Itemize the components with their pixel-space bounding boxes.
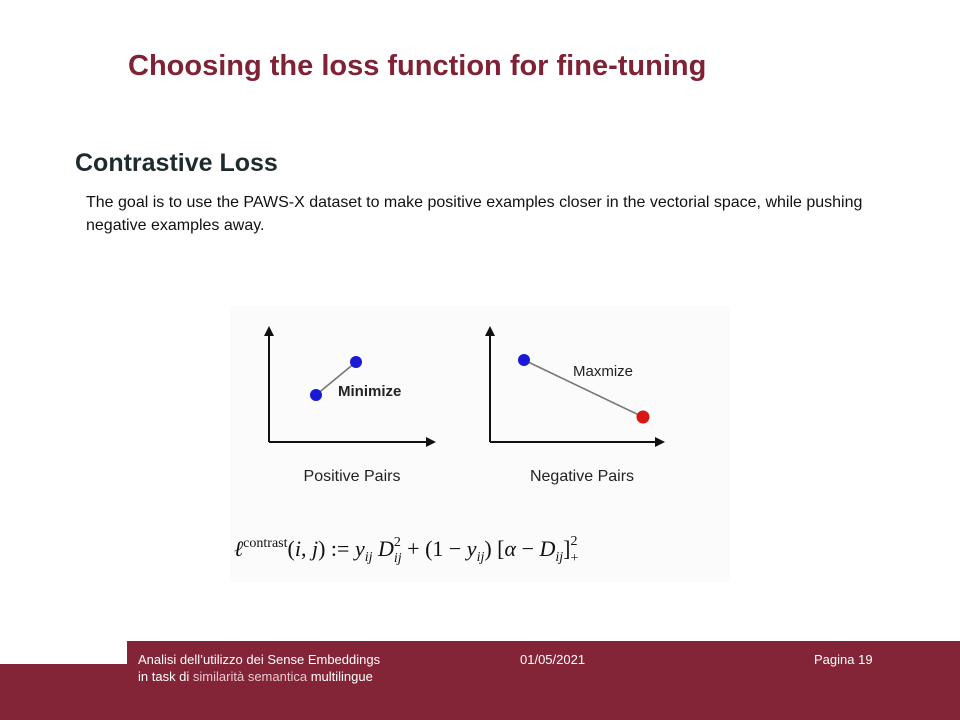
positive-pairs-panel: Minimize Positive Pairs bbox=[264, 326, 436, 485]
footer-bar bbox=[127, 641, 960, 720]
negative-pairs-panel: Maxmize Negative Pairs bbox=[485, 326, 665, 485]
maximize-annotation: Maxmize bbox=[573, 363, 633, 380]
section-heading: Contrastive Loss bbox=[75, 149, 278, 177]
minimize-annotation: Minimize bbox=[338, 383, 401, 400]
positive-pair-link bbox=[315, 361, 357, 396]
body-paragraph: The goal is to use the PAWS-X dataset to… bbox=[86, 194, 863, 234]
negative-point-b bbox=[636, 410, 650, 424]
positive-point-a bbox=[310, 389, 322, 401]
footer-course-info: Analisi dell’utilizzo dei Sense Embeddin… bbox=[138, 651, 380, 685]
positive-pairs-label: Positive Pairs bbox=[304, 468, 401, 485]
contrastive-loss-figure: Minimize Positive Pairs Maxmize Negative… bbox=[230, 306, 730, 582]
figure-svg: Minimize Positive Pairs Maxmize Negative… bbox=[234, 326, 665, 566]
negative-pairs-label: Negative Pairs bbox=[530, 468, 634, 485]
contrastive-loss-formula: ℓcontrast(i, j) := yij D2 ij + (1 − yij) … bbox=[234, 534, 578, 566]
footer-line-2: in task di similarità semantica multilin… bbox=[138, 669, 373, 684]
footer-page-number: Pagina 19 bbox=[814, 652, 873, 667]
footer-date: 01/05/2021 bbox=[520, 652, 586, 667]
footer-band-left bbox=[0, 664, 127, 720]
positive-point-b bbox=[350, 356, 362, 368]
negative-pair-link bbox=[523, 359, 644, 418]
negative-point-a bbox=[518, 354, 530, 366]
slide-title: Choosing the loss function for fine-tuni… bbox=[128, 50, 707, 82]
footer-line-1: Analisi dell’utilizzo dei Sense Embeddin… bbox=[138, 652, 381, 667]
